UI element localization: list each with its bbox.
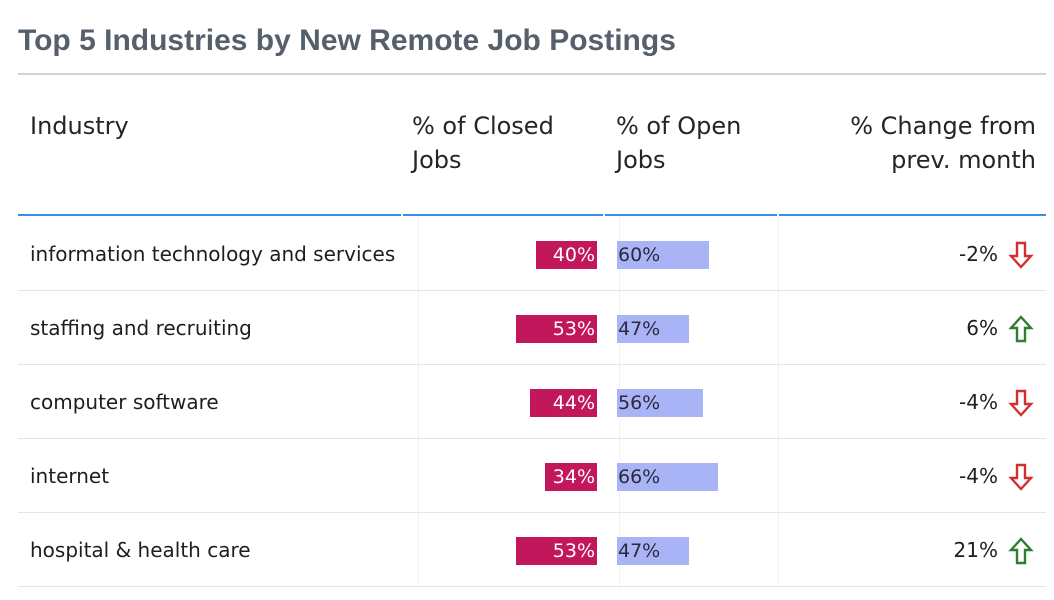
table-row[interactable]: computer software 44% 56% -4% bbox=[18, 365, 1046, 439]
closed-jobs-label: 40% bbox=[552, 244, 595, 266]
open-jobs-label: 47% bbox=[618, 318, 661, 340]
open-jobs-label: 66% bbox=[618, 466, 661, 488]
open-jobs-bar[interactable] bbox=[617, 389, 703, 417]
column-header-closed-line1: % of Closed bbox=[412, 112, 554, 140]
industry-name: hospital & health care bbox=[30, 538, 251, 562]
row-divider bbox=[18, 586, 1046, 587]
industry-name: internet bbox=[30, 464, 110, 488]
row-divider bbox=[18, 290, 1046, 291]
column-header-closed-line2: Jobs bbox=[412, 146, 462, 174]
closed-jobs-label: 34% bbox=[552, 466, 595, 488]
open-jobs-bar[interactable] bbox=[617, 537, 689, 565]
change-value: -4% bbox=[959, 464, 998, 488]
column-header-open-jobs[interactable]: % of Open Jobs bbox=[616, 109, 776, 177]
industry-name: staffing and recruiting bbox=[30, 316, 252, 340]
arrow-up-icon bbox=[1008, 537, 1034, 565]
arrow-down-icon bbox=[1008, 463, 1034, 491]
arrow-down-icon bbox=[1008, 241, 1034, 269]
industry-name: information technology and services bbox=[30, 242, 396, 266]
open-jobs-label: 60% bbox=[618, 244, 661, 266]
cell-divider bbox=[778, 291, 779, 364]
cell-divider bbox=[418, 217, 419, 290]
column-header-industry-label: Industry bbox=[30, 112, 129, 140]
cell-divider bbox=[418, 439, 419, 512]
table-row[interactable]: staffing and recruiting 53% 47% 6% bbox=[18, 291, 1046, 365]
row-divider bbox=[18, 438, 1046, 439]
change-value: -4% bbox=[959, 390, 998, 414]
open-jobs-bar[interactable] bbox=[617, 315, 689, 343]
open-jobs-label: 56% bbox=[618, 392, 661, 414]
title-divider bbox=[18, 73, 1046, 75]
change-value: -2% bbox=[959, 242, 998, 266]
header-gap bbox=[401, 214, 403, 216]
column-header-change-line1: % Change from bbox=[850, 112, 1036, 140]
table-row[interactable]: internet 34% 66% -4% bbox=[18, 439, 1046, 513]
cell-divider bbox=[778, 439, 779, 512]
cell-divider bbox=[418, 365, 419, 438]
table-row[interactable]: hospital & health care 53% 47% 21% bbox=[18, 513, 1046, 587]
column-header-industry[interactable]: Industry bbox=[30, 109, 129, 143]
column-header-open-line2: Jobs bbox=[616, 146, 666, 174]
chart-title: Top 5 Industries by New Remote Job Posti… bbox=[18, 24, 676, 57]
arrow-down-icon bbox=[1008, 389, 1034, 417]
cell-divider bbox=[778, 513, 779, 586]
column-header-change-line2: prev. month bbox=[891, 146, 1036, 174]
open-jobs-bar[interactable] bbox=[617, 463, 718, 491]
closed-jobs-label: 44% bbox=[552, 392, 595, 414]
arrow-up-icon bbox=[1008, 315, 1034, 343]
cell-divider bbox=[778, 365, 779, 438]
cell-divider bbox=[418, 291, 419, 364]
header-gap bbox=[777, 214, 779, 216]
header-divider bbox=[18, 214, 1046, 216]
column-header-change[interactable]: % Change from prev. month bbox=[796, 109, 1036, 177]
table-row[interactable]: information technology and services 40% 60… bbox=[18, 217, 1046, 291]
industry-name: computer software bbox=[30, 390, 219, 414]
row-divider bbox=[18, 364, 1046, 365]
closed-jobs-bar[interactable] bbox=[544, 463, 597, 491]
cell-divider bbox=[418, 513, 419, 586]
closed-jobs-bar[interactable] bbox=[515, 315, 597, 343]
closed-jobs-bar[interactable] bbox=[535, 241, 597, 269]
cell-divider bbox=[778, 217, 779, 290]
closed-jobs-bar[interactable] bbox=[529, 389, 597, 417]
open-jobs-bar[interactable] bbox=[617, 241, 709, 269]
open-jobs-label: 47% bbox=[618, 540, 661, 562]
closed-jobs-bar[interactable] bbox=[515, 537, 597, 565]
closed-jobs-label: 53% bbox=[552, 540, 595, 562]
header-gap bbox=[603, 214, 605, 216]
row-divider bbox=[18, 512, 1046, 513]
change-value: 6% bbox=[966, 316, 998, 340]
column-header-closed-jobs[interactable]: % of Closed Jobs bbox=[412, 109, 602, 177]
change-value: 21% bbox=[953, 538, 998, 562]
column-header-open-line1: % of Open bbox=[616, 112, 742, 140]
closed-jobs-label: 53% bbox=[552, 318, 595, 340]
